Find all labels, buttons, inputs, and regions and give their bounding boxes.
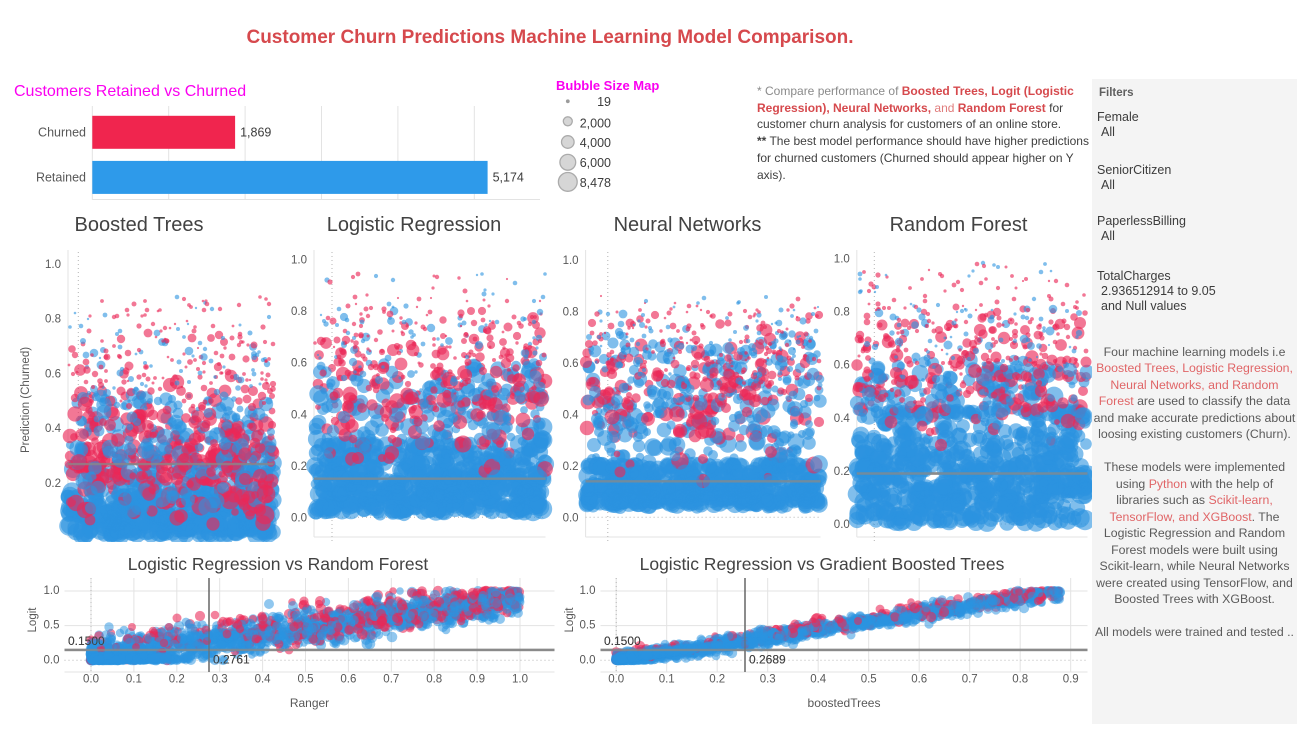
svg-text:0.0: 0.0 — [291, 512, 307, 524]
svg-text:0.5: 0.5 — [580, 620, 596, 632]
svg-text:0.6: 0.6 — [291, 358, 307, 370]
svg-text:0.7: 0.7 — [962, 674, 978, 686]
svg-text:0.5: 0.5 — [298, 674, 314, 686]
svg-text:5,174: 5,174 — [493, 171, 524, 185]
svg-text:Retained: Retained — [36, 171, 86, 185]
svg-text:0.8: 0.8 — [291, 306, 307, 318]
svg-text:0.2: 0.2 — [169, 674, 185, 686]
svg-text:0.8: 0.8 — [426, 674, 442, 686]
svg-text:0.5: 0.5 — [861, 674, 877, 686]
svg-text:0.2: 0.2 — [45, 478, 61, 490]
svg-text:1.0: 1.0 — [291, 255, 307, 267]
svg-text:1.0: 1.0 — [580, 585, 596, 597]
svg-text:4,000: 4,000 — [580, 136, 611, 150]
svg-text:0.2: 0.2 — [563, 461, 579, 473]
svg-text:1.0: 1.0 — [563, 255, 579, 267]
svg-text:Logistic Regression vs Gradien: Logistic Regression vs Gradient Boosted … — [640, 554, 1005, 574]
svg-text:boostedTrees: boostedTrees — [808, 696, 881, 710]
svg-text:0.6: 0.6 — [911, 674, 927, 686]
svg-text:0.0: 0.0 — [563, 512, 579, 524]
svg-text:0.4: 0.4 — [563, 409, 580, 421]
svg-text:0.8: 0.8 — [45, 314, 61, 326]
svg-text:1.0: 1.0 — [44, 585, 60, 597]
svg-text:2,000: 2,000 — [580, 117, 611, 131]
svg-text:0.6: 0.6 — [834, 360, 850, 372]
svg-text:1,869: 1,869 — [240, 126, 271, 140]
svg-text:0.8: 0.8 — [834, 307, 850, 319]
svg-text:0.2689: 0.2689 — [749, 653, 786, 667]
svg-text:1.0: 1.0 — [512, 674, 528, 686]
svg-text:0.4: 0.4 — [291, 409, 308, 421]
svg-text:0.9: 0.9 — [469, 674, 485, 686]
svg-text:0.1500: 0.1500 — [604, 634, 641, 648]
svg-text:Neural Networks: Neural Networks — [614, 214, 762, 236]
svg-text:0.0: 0.0 — [44, 654, 60, 666]
svg-text:0.0: 0.0 — [608, 674, 624, 686]
svg-text:0.8: 0.8 — [1012, 674, 1028, 686]
svg-text:8,478: 8,478 — [580, 176, 611, 190]
svg-text:1.0: 1.0 — [834, 253, 850, 265]
svg-text:19: 19 — [597, 95, 611, 109]
svg-text:0.8: 0.8 — [563, 307, 579, 319]
svg-text:Boosted Trees: Boosted Trees — [75, 214, 204, 236]
svg-text:0.2: 0.2 — [834, 466, 850, 478]
svg-text:0.2: 0.2 — [291, 461, 307, 473]
svg-text:0.4: 0.4 — [810, 674, 827, 686]
svg-text:0.3: 0.3 — [760, 674, 776, 686]
svg-text:Logit: Logit — [27, 607, 39, 633]
svg-text:0.6: 0.6 — [563, 358, 579, 370]
svg-text:6,000: 6,000 — [580, 156, 611, 170]
svg-text:Random Forest: Random Forest — [890, 214, 1028, 236]
svg-text:Churned: Churned — [38, 126, 86, 140]
svg-text:1.0: 1.0 — [45, 259, 61, 271]
svg-text:0.4: 0.4 — [255, 674, 272, 686]
svg-text:Bubble Size Map: Bubble Size Map — [556, 78, 659, 93]
svg-text:0.0: 0.0 — [83, 674, 99, 686]
svg-text:Logistic Regression vs Random: Logistic Regression vs Random Forest — [128, 554, 429, 574]
svg-text:0.6: 0.6 — [45, 368, 61, 380]
svg-text:0.4: 0.4 — [834, 413, 851, 425]
svg-text:0.7: 0.7 — [383, 674, 399, 686]
svg-text:0.1: 0.1 — [659, 674, 675, 686]
svg-text:0.6: 0.6 — [340, 674, 356, 686]
svg-text:0.2: 0.2 — [709, 674, 725, 686]
svg-text:0.1: 0.1 — [126, 674, 142, 686]
svg-text:0.0: 0.0 — [580, 654, 596, 666]
svg-text:Ranger: Ranger — [290, 696, 329, 710]
svg-text:0.3: 0.3 — [212, 674, 228, 686]
svg-text:0.0: 0.0 — [834, 519, 850, 531]
svg-text:0.4: 0.4 — [45, 423, 62, 435]
svg-text:0.5: 0.5 — [44, 620, 60, 632]
svg-text:Prediction (Churned): Prediction (Churned) — [20, 347, 32, 453]
svg-text:Logistic Regression: Logistic Regression — [327, 214, 502, 236]
svg-text:Logit: Logit — [564, 607, 576, 633]
svg-text:0.9: 0.9 — [1063, 674, 1079, 686]
